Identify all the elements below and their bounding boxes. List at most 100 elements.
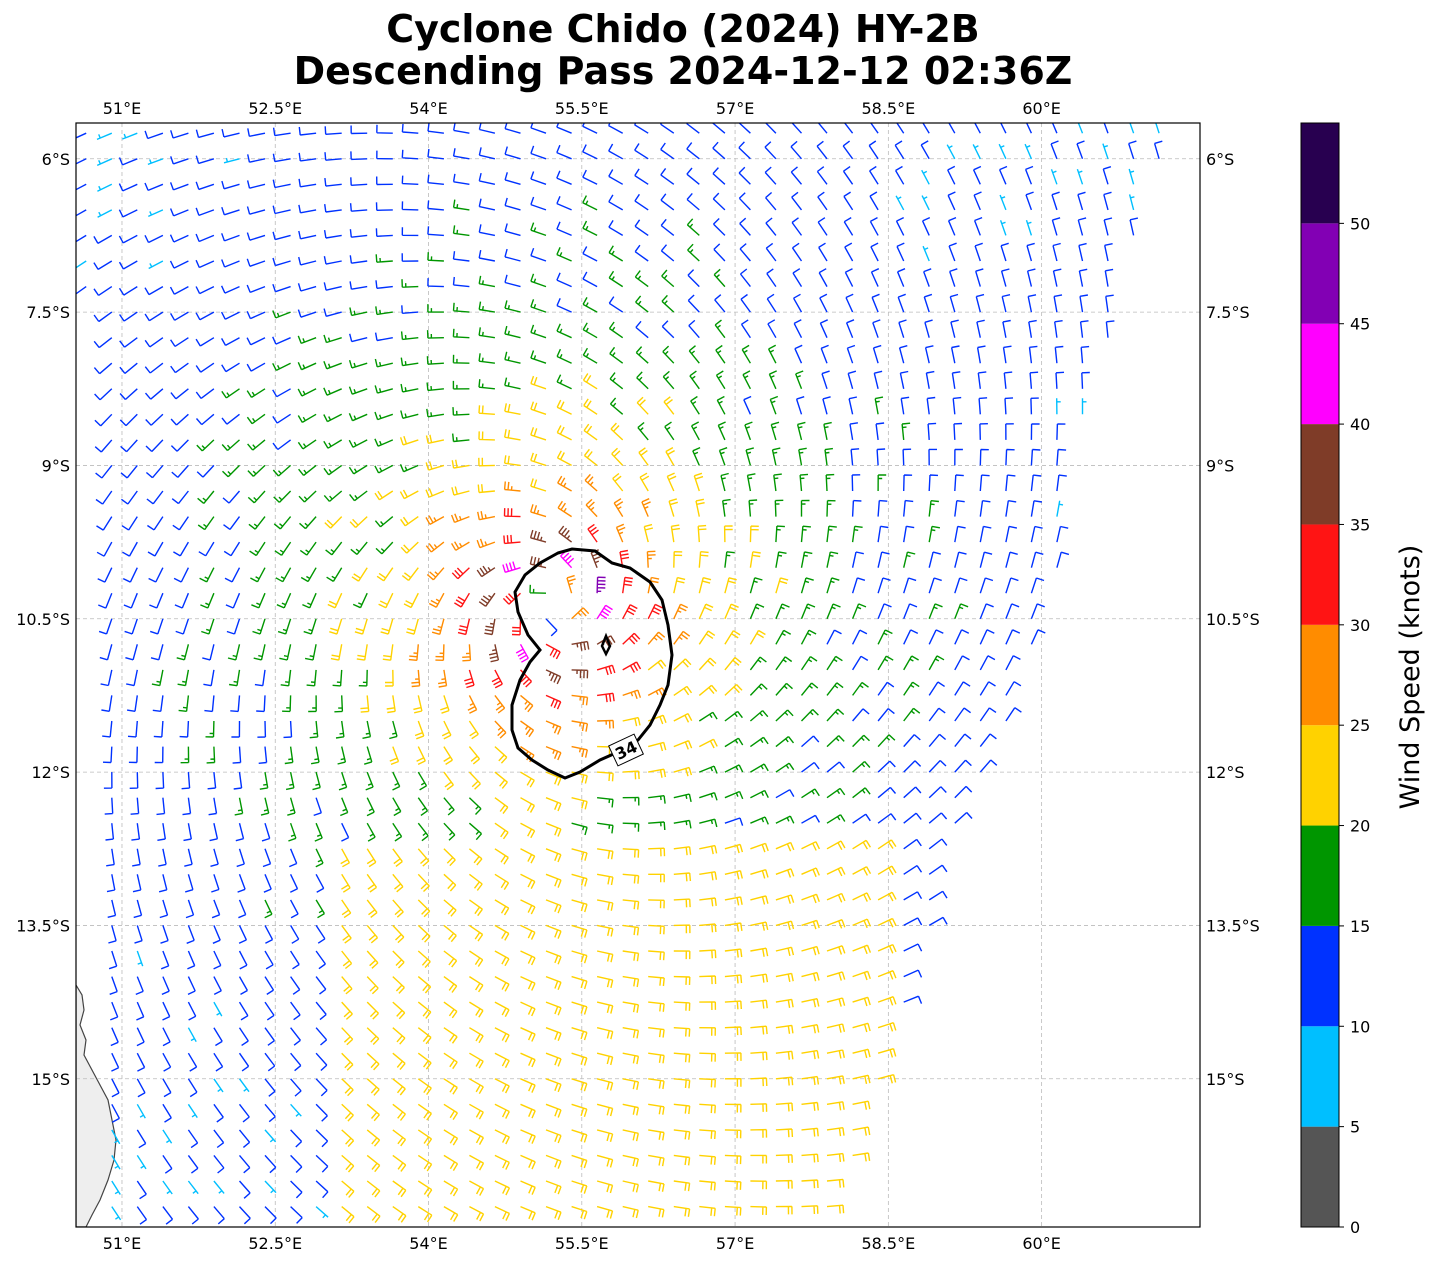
wind-barb — [392, 924, 405, 944]
wind-barb — [425, 461, 445, 471]
chart-title-line2: Descending Pass 2024-12-12 02:36Z — [293, 49, 1073, 93]
wind-barb — [238, 1001, 249, 1021]
wind-barb — [775, 920, 795, 931]
wind-barb — [105, 823, 115, 841]
wind-barb — [520, 1103, 536, 1119]
wind-barb — [848, 396, 858, 415]
wind-barb — [800, 499, 810, 517]
wind-barb — [238, 1052, 250, 1072]
wind-barb — [392, 976, 405, 994]
wind-barb — [596, 1052, 614, 1066]
wind-barb — [494, 694, 506, 714]
wind-barb — [298, 464, 317, 476]
wind-barb — [928, 577, 942, 594]
wind-barb — [665, 446, 675, 466]
wind-barb — [469, 1001, 484, 1018]
wind-barb — [119, 413, 138, 427]
wind-barb — [582, 123, 598, 134]
wind-barb — [775, 815, 795, 824]
wind-barb — [520, 1027, 536, 1042]
wind-barb — [324, 152, 342, 161]
wind-barb — [417, 924, 431, 943]
wind-barb — [545, 771, 562, 786]
wind-barb — [582, 297, 598, 313]
wind-barb — [195, 337, 215, 347]
wind-barb — [545, 975, 562, 990]
wind-barb — [198, 541, 215, 557]
wind-barb — [95, 464, 113, 479]
wind-barb — [608, 245, 624, 262]
wind-barb — [826, 525, 837, 543]
wind-barb — [272, 283, 291, 293]
wind-barb — [928, 603, 943, 620]
wind-barb — [1053, 294, 1063, 313]
wind-barb — [468, 899, 483, 917]
wind-barb — [136, 950, 144, 967]
wind-barb — [634, 123, 649, 134]
wind-barb — [646, 550, 656, 568]
wind-barb — [622, 924, 640, 936]
wind-barb — [272, 413, 291, 424]
wind-barb — [1030, 525, 1043, 543]
wind-barb — [556, 144, 572, 160]
wind-barb — [323, 229, 342, 239]
wind-barb — [246, 232, 266, 241]
wind-barb — [928, 812, 948, 824]
wind-barb — [169, 260, 189, 269]
wind-barb — [826, 1152, 845, 1162]
wind-barb — [699, 1205, 716, 1217]
wind-barb — [104, 797, 114, 815]
wind-barb — [954, 811, 973, 824]
wind-barb — [246, 311, 266, 320]
wind-barb — [150, 644, 164, 661]
wind-barb — [1155, 123, 1160, 134]
wind-barb — [221, 206, 240, 216]
wind-barb — [750, 1154, 768, 1164]
lon-tick-top-label: 55.5°E — [555, 99, 609, 118]
wind-barb — [852, 681, 869, 696]
wind-barb — [315, 1052, 328, 1072]
wind-barb — [817, 191, 828, 211]
wind-barb — [925, 370, 935, 389]
wind-barb — [348, 359, 368, 369]
wind-barb — [896, 242, 905, 262]
wind-barb — [366, 1129, 381, 1147]
wind-barb — [297, 388, 317, 397]
wind-barb — [876, 448, 886, 466]
wind-barb — [622, 770, 640, 780]
wind-barb — [903, 891, 923, 901]
wind-barb — [643, 523, 654, 543]
wind-barb — [900, 396, 910, 415]
wind-barb — [748, 499, 758, 517]
wind-barb — [712, 192, 726, 211]
wind-barb — [1081, 371, 1090, 389]
wind-barb — [545, 694, 562, 710]
wind-barb — [801, 814, 821, 824]
wind-barb — [264, 925, 274, 944]
wind-barb — [556, 425, 572, 441]
wind-barb — [366, 899, 378, 918]
wind-barb — [274, 541, 292, 556]
wind-barb — [668, 498, 679, 517]
wind-barb — [979, 474, 990, 492]
wind-barb — [764, 141, 777, 160]
wind-barb — [341, 1001, 353, 1020]
wind-barb — [1102, 143, 1109, 160]
wind-barb — [468, 746, 481, 765]
wind-barb — [928, 916, 948, 927]
lon-tick-bottom-label: 55.5°E — [555, 1234, 609, 1253]
wind-barb — [520, 1129, 536, 1144]
wind-barb — [290, 1001, 301, 1021]
wind-barb — [766, 293, 777, 313]
wind-barb — [791, 191, 803, 211]
wind-barb — [417, 1001, 432, 1019]
wind-barb — [76, 234, 87, 243]
wind-barb — [647, 576, 660, 594]
wind-barb — [208, 797, 218, 816]
wind-barb — [494, 1205, 511, 1221]
wind-barb — [648, 1052, 665, 1064]
wind-barb — [545, 618, 558, 637]
wind-barb — [443, 822, 456, 841]
wind-barb — [634, 219, 649, 236]
